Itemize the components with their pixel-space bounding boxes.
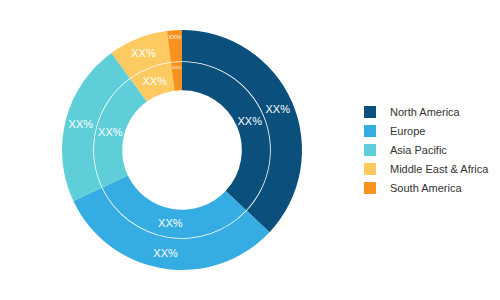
svg-text:XX%: XX% (238, 115, 263, 127)
svg-text:XX%: XX% (169, 34, 182, 40)
svg-text:XX%: XX% (158, 217, 183, 229)
svg-text:XX%: XX% (265, 103, 290, 115)
svg-text:XX%: XX% (98, 126, 123, 138)
svg-text:XX%: XX% (69, 118, 94, 130)
svg-text:Europe: Europe (390, 125, 425, 137)
svg-text:XX%: XX% (142, 75, 167, 87)
svg-text:XX%: XX% (131, 47, 156, 59)
svg-text:South America: South America (390, 182, 462, 194)
svg-text:XX%: XX% (153, 247, 178, 259)
svg-text:Asia Pacific: Asia Pacific (390, 144, 447, 156)
svg-text:North America: North America (390, 106, 461, 118)
svg-text:XX%: XX% (172, 65, 182, 70)
svg-text:Middle East & Africa: Middle East & Africa (390, 163, 489, 175)
